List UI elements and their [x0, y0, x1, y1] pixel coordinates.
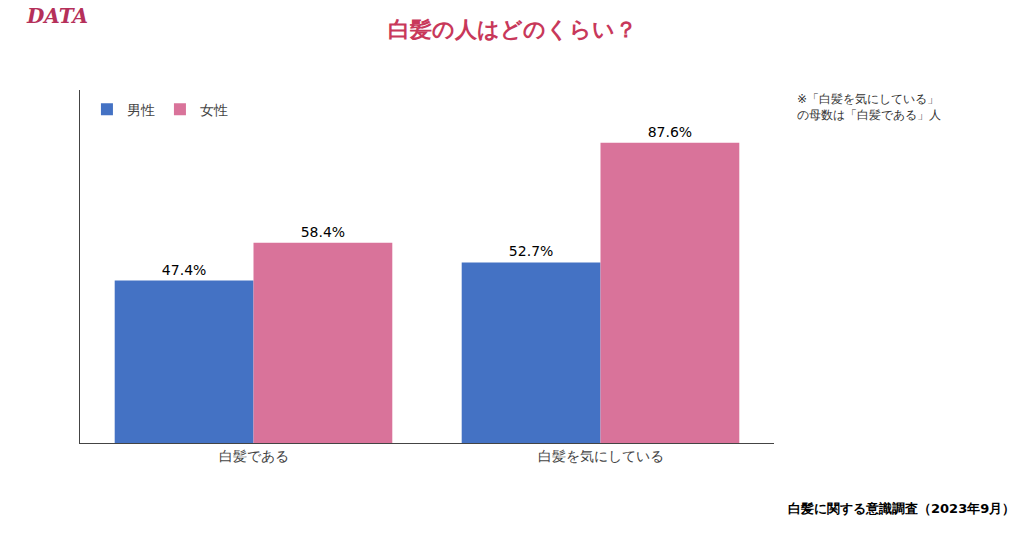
svg-text:白髪に関する意識調査（2023年9月）: 白髪に関する意識調査（2023年9月）	[788, 501, 1015, 516]
svg-text:DATA: DATA	[26, 4, 88, 28]
svg-text:58.4%: 58.4%	[301, 224, 345, 240]
svg-text:52.7%: 52.7%	[509, 243, 553, 259]
svg-text:47.4%: 47.4%	[162, 262, 206, 278]
svg-text:白髪の人はどのくらい？: 白髪の人はどのくらい？	[388, 17, 637, 42]
svg-text:※「白髪を気にしている」の母数は「白髪である」人: ※「白髪を気にしている」の母数は「白髪である」人	[797, 92, 941, 122]
svg-text:男性: 男性	[127, 102, 155, 118]
svg-text:女性: 女性	[200, 102, 228, 118]
svg-text:87.6%: 87.6%	[648, 124, 692, 140]
svg-text:白髪を気にしている: 白髪を気にしている	[538, 448, 664, 464]
svg-text:白髪である: 白髪である	[219, 448, 289, 464]
